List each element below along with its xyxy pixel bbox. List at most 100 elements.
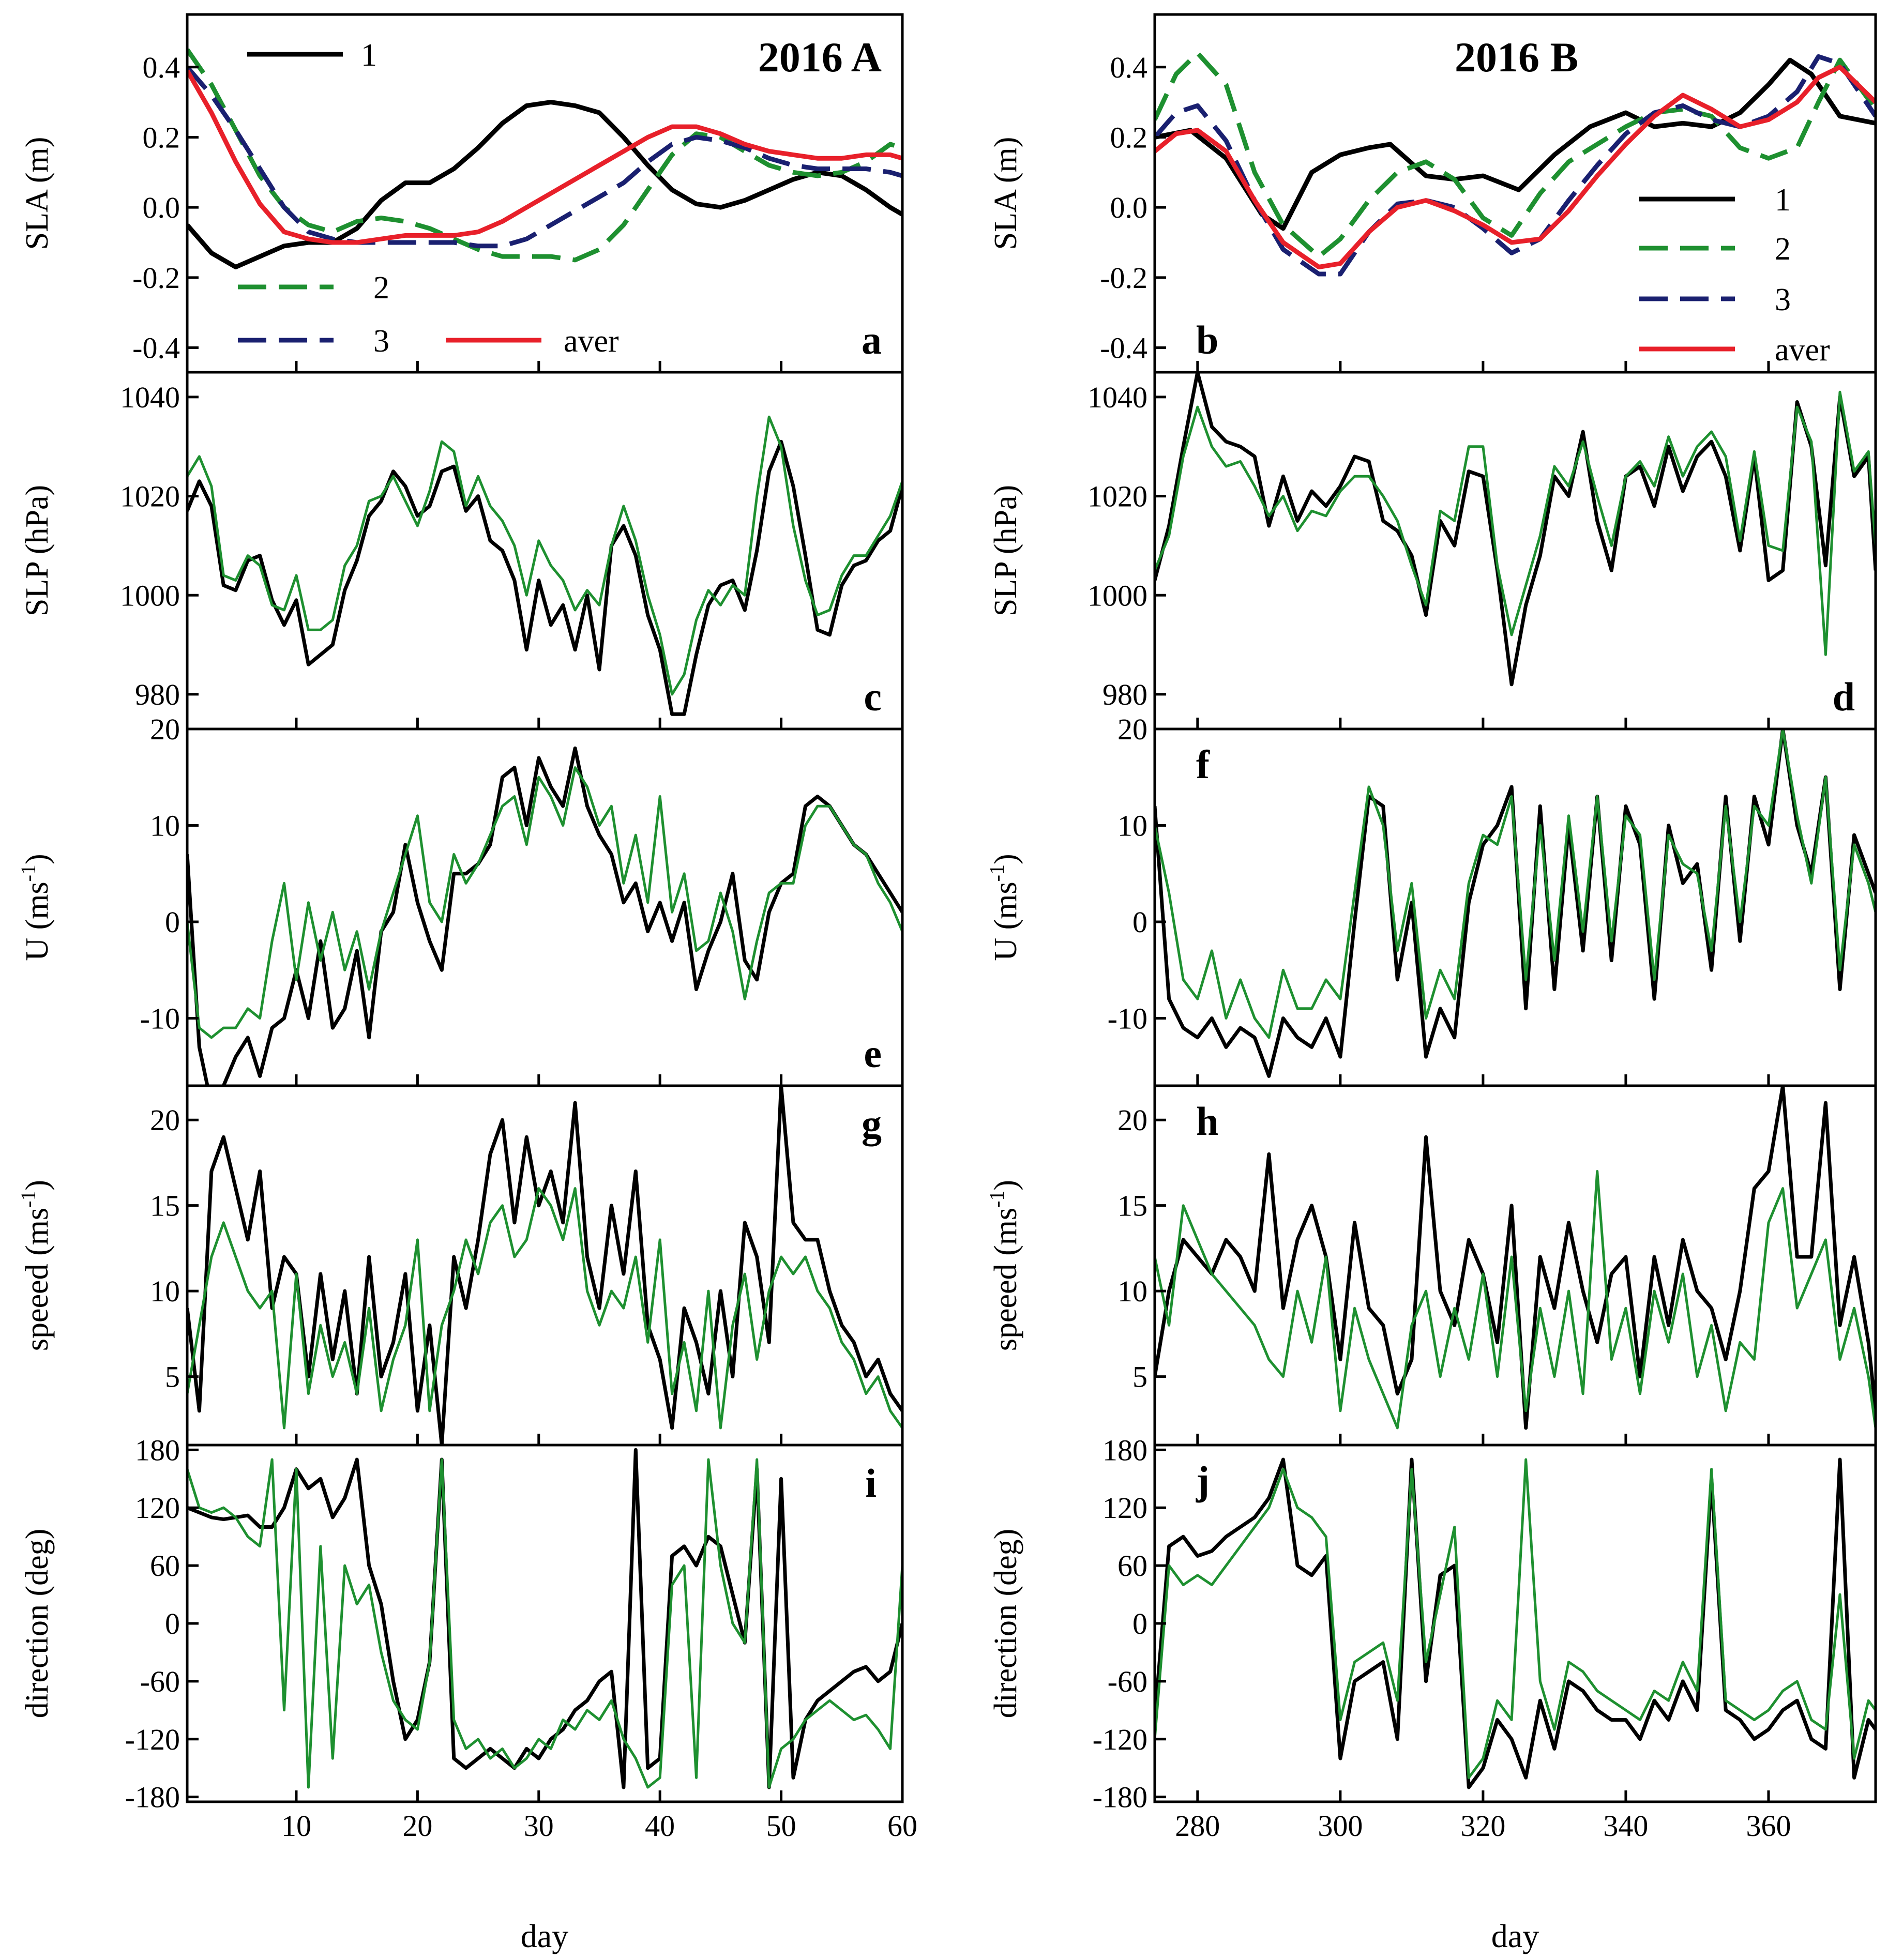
panel-letter: d	[1833, 674, 1855, 719]
x-axis-label-left: day	[521, 1918, 568, 1954]
y-tick-label: 15	[150, 1189, 180, 1223]
y-axis-label: SLP (hPa)	[20, 485, 55, 616]
plot-frame	[1153, 371, 1877, 731]
y-tick-label: -120	[1093, 1723, 1147, 1756]
y-tick-label: 5	[165, 1360, 180, 1394]
y-tick-label: 0.0	[143, 191, 180, 224]
y-tick-label: 20	[150, 712, 180, 746]
series-line-j-1	[1155, 1457, 1876, 1789]
y-tick-label: 15	[1117, 1189, 1147, 1223]
series-line-e-1	[187, 746, 902, 1086]
panel-letter: f	[1196, 742, 1210, 787]
y-tick-label: 0.4	[1110, 51, 1148, 84]
y-axis-label: SLA (m)	[988, 137, 1023, 250]
series-line-a-3	[187, 65, 902, 249]
y-tick-label: 60	[150, 1549, 180, 1583]
panel-letter: h	[1196, 1099, 1218, 1144]
panel-d: 980 1000 1020 1040 SLP (hPa) d	[988, 371, 1877, 731]
legend-item-aver: aver	[1639, 332, 1830, 368]
legend-label: 3	[1775, 282, 1791, 317]
y-tick-label: 0.2	[143, 120, 180, 154]
x-tick-label: 50	[766, 1809, 796, 1843]
y-tick-label: -0.2	[1100, 261, 1147, 295]
y-axis-label: direction (deg)	[988, 1529, 1023, 1719]
y-tick-label: 10	[1117, 809, 1147, 842]
legend-item-2: 2	[238, 270, 389, 306]
y-tick-label: -60	[1108, 1665, 1147, 1698]
panel-letter: i	[865, 1461, 877, 1506]
y-tick-label: 0.0	[1110, 191, 1148, 224]
panel-letter: j	[1196, 1458, 1210, 1503]
y-tick-label: -180	[1093, 1781, 1147, 1814]
panel-i: -180 -120 -60 0 60 120 180 10 20 30 40 50 60 directio…	[20, 1433, 917, 1843]
panel-letter: c	[864, 674, 882, 719]
series-line-c-1	[187, 439, 902, 716]
panel-f: -10 0 10 20 U (ms-1) f	[985, 712, 1877, 1087]
y-tick-label: 0	[1132, 1607, 1147, 1640]
plot-frame	[1153, 727, 1877, 1087]
y-tick-label: 1020	[1088, 480, 1147, 513]
panel-h: 5 10 15 20 speeed (ms-1) h	[985, 1084, 1877, 1447]
series-line-g-1	[187, 1086, 902, 1445]
legend-label: aver	[1775, 332, 1830, 368]
y-tick-label: 0	[1132, 905, 1147, 939]
series-line-i-1	[187, 1448, 902, 1789]
y-axis-label: speeed (ms-1)	[985, 1180, 1023, 1351]
y-tick-label: -0.4	[1100, 331, 1147, 365]
y-tick-label: 0.2	[1110, 120, 1148, 154]
y-tick-label: 5	[1132, 1360, 1147, 1394]
y-tick-label: 1000	[120, 579, 180, 612]
y-tick-label: 1040	[120, 381, 180, 414]
legend-label: 2	[1775, 232, 1791, 267]
y-tick-label: -180	[125, 1781, 180, 1814]
y-tick-label: 180	[135, 1433, 180, 1467]
x-tick-label: 320	[1460, 1809, 1505, 1843]
legend-item-3: 3	[238, 324, 389, 359]
y-tick-label: -10	[140, 1001, 180, 1035]
legend-label: 2	[373, 270, 389, 306]
y-tick-label: 60	[1117, 1549, 1147, 1583]
series-line-b-aver	[1155, 65, 1876, 269]
y-tick-label: 120	[1102, 1491, 1147, 1525]
series-line-b-2	[1155, 51, 1876, 259]
series-line-j-2	[1155, 1458, 1876, 1779]
panel-c: 980 1000 1020 1040 SLP (hPa) c	[20, 371, 904, 731]
y-tick-label: -10	[1108, 1001, 1147, 1035]
y-tick-label: 10	[150, 1274, 180, 1308]
plot-frame	[186, 1084, 904, 1447]
y-tick-label: 1000	[1088, 579, 1147, 612]
y-tick-label: 1040	[1088, 381, 1147, 414]
series-line-c-2	[187, 415, 902, 696]
series-line-d-2	[1155, 390, 1876, 656]
y-tick-label: -0.4	[132, 331, 180, 365]
legend-item-1: 1	[1639, 183, 1791, 218]
legend-label: 1	[1775, 183, 1791, 218]
series-line-d-1	[1155, 372, 1876, 687]
y-tick-label: -120	[125, 1723, 180, 1756]
panel-g: 5 10 15 20 speeed (ms-1) g	[17, 1084, 904, 1447]
y-tick-label: 1020	[120, 480, 180, 513]
y-axis-label: U (ms-1)	[17, 854, 55, 961]
plot-frame	[186, 727, 904, 1087]
series-line-a-1	[187, 100, 902, 269]
x-axis-label-right: day	[1491, 1918, 1539, 1954]
x-tick-label: 300	[1318, 1809, 1363, 1843]
y-tick-label: 0	[165, 905, 180, 939]
y-tick-label: 10	[1117, 1274, 1147, 1308]
series-line-i-2	[187, 1458, 902, 1789]
y-tick-label: 0.4	[143, 51, 180, 84]
x-tick-label: 280	[1175, 1809, 1220, 1843]
panel-letter: b	[1196, 317, 1218, 362]
y-tick-label: 20	[150, 1103, 180, 1137]
series-line-a-2	[187, 48, 902, 263]
y-axis-label: speeed (ms-1)	[17, 1180, 55, 1351]
panel-a: -0.4 -0.2 0.0 0.2 0.4 SLA (m) a 2016 A	[20, 13, 904, 374]
y-axis-label: SLA (m)	[20, 137, 55, 250]
legend-label: 3	[373, 324, 389, 359]
x-tick-label: 360	[1746, 1809, 1791, 1843]
y-tick-label: 20	[1117, 712, 1147, 746]
y-axis-label: direction (deg)	[20, 1529, 55, 1719]
series-line-h-1	[1155, 1086, 1876, 1430]
legend-label: aver	[564, 324, 619, 359]
